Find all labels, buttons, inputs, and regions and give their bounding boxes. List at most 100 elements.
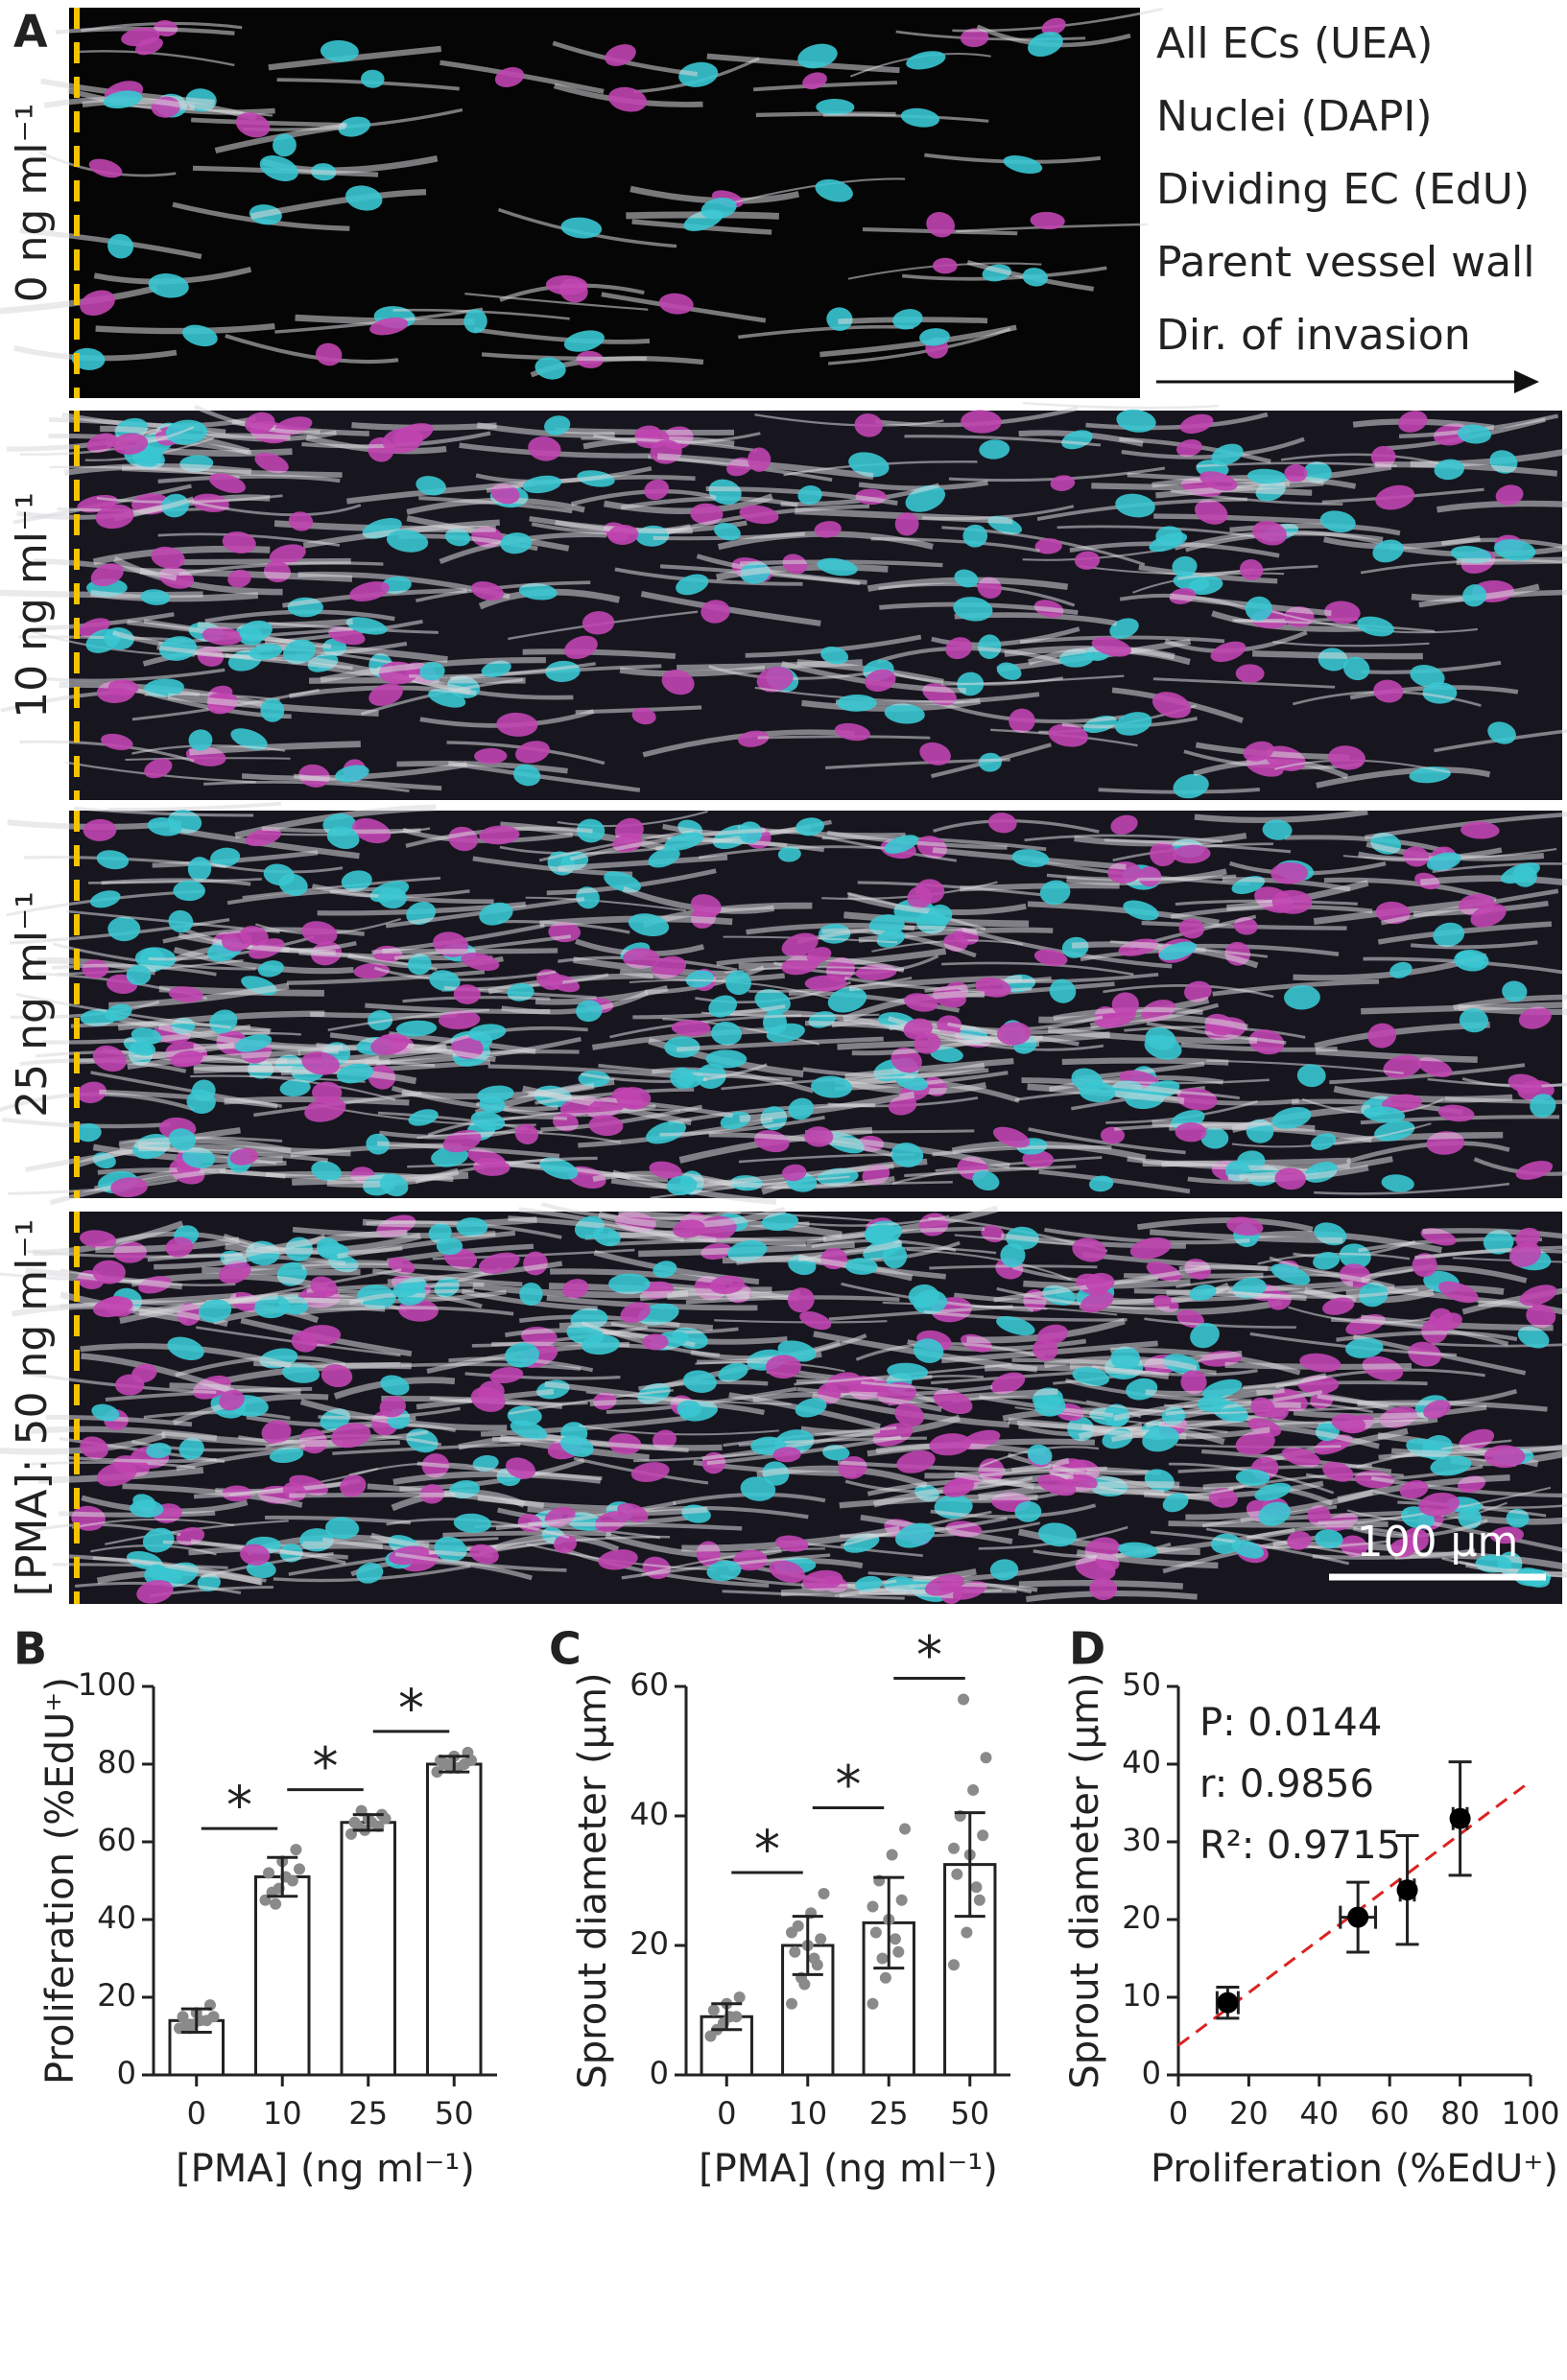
data-point <box>733 1991 746 2003</box>
nucleus <box>919 742 951 766</box>
nucleus <box>648 847 680 868</box>
nucleus <box>324 1517 360 1540</box>
nucleus <box>1118 1542 1158 1559</box>
nucleus <box>470 1111 506 1131</box>
nucleus <box>1422 682 1458 704</box>
nucleus <box>894 512 919 536</box>
nucleus <box>677 1400 702 1418</box>
nucleus <box>279 1078 311 1097</box>
nucleus <box>678 61 719 87</box>
x-tick-label: 50 <box>950 2095 989 2132</box>
nucleus <box>496 712 538 737</box>
nucleus <box>1034 1395 1066 1417</box>
nucleus <box>1085 1272 1115 1292</box>
nucleus <box>1030 211 1065 230</box>
nucleus <box>1470 904 1507 928</box>
cell-body <box>287 970 486 985</box>
nucleus <box>1050 475 1076 491</box>
nucleus <box>481 660 511 677</box>
nucleus <box>802 1569 843 1591</box>
nucleus <box>1027 1444 1053 1466</box>
invasion-arrowhead <box>1514 370 1539 393</box>
nucleus <box>259 155 298 181</box>
nucleus <box>335 765 369 783</box>
nucleus <box>301 1051 340 1075</box>
nucleus <box>559 1435 594 1457</box>
nucleus <box>444 528 471 547</box>
nucleus <box>338 116 371 137</box>
nucleus <box>395 1020 438 1037</box>
nucleus <box>239 620 273 642</box>
nucleus <box>165 1237 194 1258</box>
nucleus <box>1340 1535 1368 1557</box>
cell-body <box>626 211 780 220</box>
nucleus <box>240 1543 271 1566</box>
nucleus <box>477 1085 514 1103</box>
nucleus <box>990 1372 1026 1395</box>
data-point <box>1217 1991 1239 2014</box>
nucleus <box>836 694 877 712</box>
data-point <box>867 1997 879 2010</box>
cell-body <box>382 948 558 954</box>
data-point <box>973 1894 985 1906</box>
nucleus <box>1110 1346 1141 1371</box>
legend-entry: Nuclei (DAPI) <box>1156 92 1433 141</box>
cell-body <box>558 1321 714 1331</box>
nucleus <box>733 1549 768 1571</box>
nucleus <box>1022 268 1048 287</box>
nucleus <box>219 1389 245 1411</box>
annotation: P: 0.0144 <box>1199 1701 1382 1745</box>
nucleus <box>1434 459 1464 481</box>
nucleus <box>992 1126 1031 1148</box>
panel-label: A <box>13 6 48 58</box>
nucleus <box>269 544 306 565</box>
nucleus <box>725 970 751 996</box>
nucleus <box>288 511 314 531</box>
nucleus <box>1190 1323 1220 1349</box>
nucleus <box>996 1022 1032 1046</box>
nucleus <box>1437 1104 1475 1122</box>
nucleus <box>71 347 106 370</box>
nucleus <box>467 1024 507 1042</box>
nucleus <box>739 505 779 525</box>
nucleus <box>1322 1297 1355 1315</box>
micrograph-bg <box>69 8 1140 398</box>
nucleus <box>1037 1522 1077 1547</box>
nucleus <box>896 1449 936 1473</box>
x-tick-label: 0 <box>187 2095 206 2132</box>
x-tick-label: 80 <box>1440 2095 1480 2132</box>
nucleus <box>1011 849 1050 868</box>
nucleus <box>1284 463 1308 483</box>
nucleus <box>107 233 134 259</box>
nucleus <box>1367 1023 1397 1049</box>
nucleus <box>1322 1461 1354 1482</box>
nucleus <box>765 1355 801 1379</box>
y-axis-label: Sprout diameter (µm) <box>1063 1672 1107 2088</box>
x-axis-label: [PMA] (ng ml⁻¹) <box>699 2147 998 2191</box>
nucleus <box>797 43 838 69</box>
data-point <box>892 1945 905 1958</box>
nucleus <box>617 1502 649 1522</box>
nucleus <box>978 752 1002 772</box>
nucleus <box>89 890 121 908</box>
nucleus <box>528 436 561 461</box>
cell-body <box>904 435 1102 447</box>
nucleus <box>1110 814 1138 835</box>
nucleus <box>103 90 143 109</box>
nucleus <box>1245 596 1272 622</box>
nucleus <box>788 1097 815 1120</box>
nucleus <box>170 1050 203 1068</box>
nucleus <box>107 679 139 696</box>
micrograph <box>0 401 1567 800</box>
nucleus <box>1460 821 1500 839</box>
nucleus <box>1250 1397 1275 1418</box>
nucleus <box>198 1299 232 1323</box>
cell-body <box>464 293 649 311</box>
cell-body <box>442 1530 611 1538</box>
nucleus <box>1028 32 1063 58</box>
data-point <box>961 1926 973 1939</box>
nucleus <box>620 1302 652 1324</box>
cell-body <box>1329 1063 1526 1085</box>
nucleus <box>666 1175 698 1195</box>
nucleus <box>227 569 251 588</box>
